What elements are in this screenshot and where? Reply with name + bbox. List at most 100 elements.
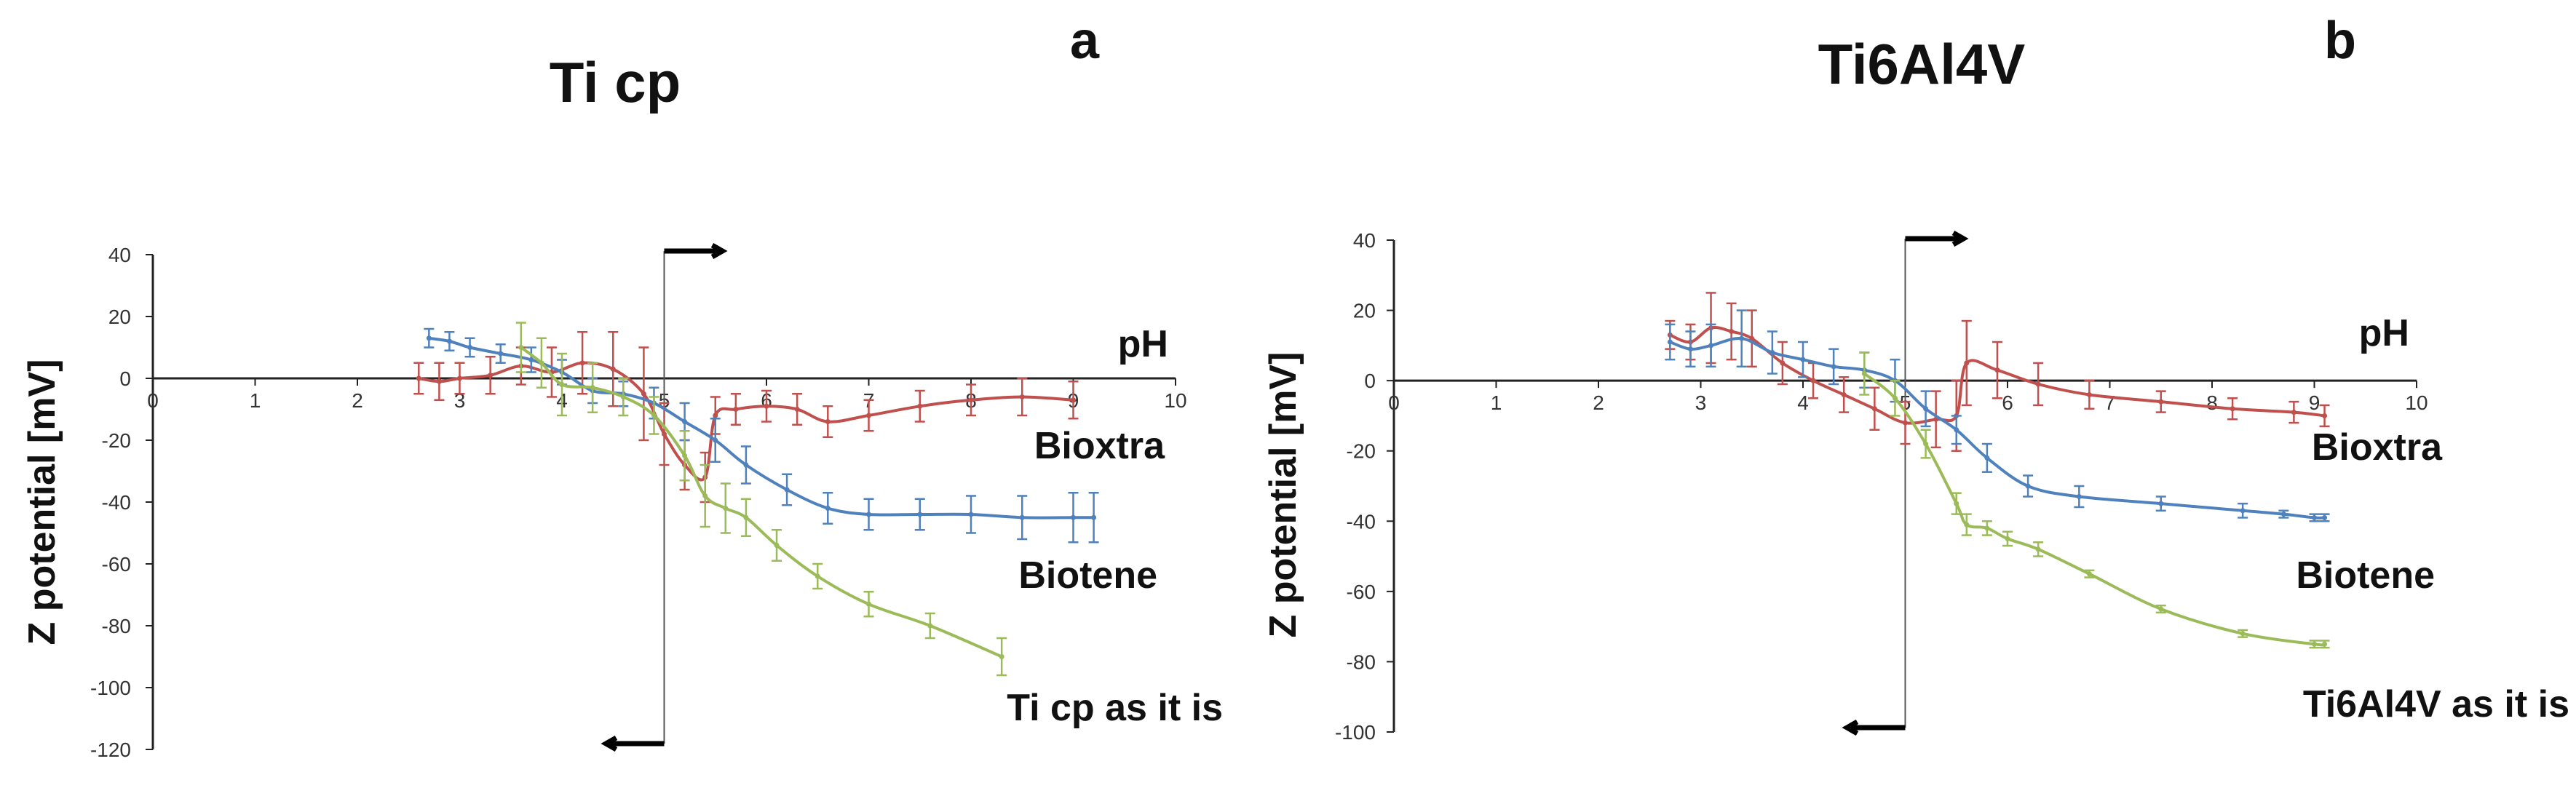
data-point [1831,364,1836,370]
y-tick-label: -40 [1347,510,1376,533]
x-axis-label-a: pH [1118,323,1168,365]
x-tick-label: 1 [1491,391,1502,414]
y-tick-label: -40 [102,491,131,514]
data-point [2158,606,2164,612]
data-point [416,375,421,381]
data-point [498,351,504,357]
data-point [1769,350,1775,356]
x-tick-label: 7 [2104,391,2116,414]
series-line [418,361,1074,482]
data-point [1739,335,1745,341]
data-point [518,345,524,350]
x-tick-label: 3 [1695,391,1707,414]
data-point [866,413,871,418]
data-point [579,360,585,366]
data-point [446,338,452,344]
data-point [1810,378,1816,383]
data-point [1708,343,1714,349]
data-point [2312,641,2317,647]
series-label-biotene-b: Biotene [2296,554,2435,597]
data-point [1780,360,1786,366]
data-point [1667,339,1673,345]
data-point [825,506,831,511]
data-point [968,512,974,517]
data-point [968,397,974,403]
series-label-bioxtra-a: Bioxtra [1034,425,1165,467]
data-point [1071,397,1076,403]
data-point [1994,367,2000,373]
data-point [620,394,626,399]
data-point [2280,512,2286,517]
data-point [2076,493,2082,499]
data-point [2035,381,2041,387]
data-point [1892,395,1898,401]
data-point [713,413,718,418]
data-point [927,623,933,629]
y-tick-label: -20 [102,429,131,452]
y-tick-label: 0 [1364,370,1376,392]
data-point [1954,501,1959,506]
left-arrow [601,735,665,752]
data-point [2035,546,2041,552]
series-a [413,322,1099,677]
data-point [1903,420,1908,426]
series-label-bioxtra-b: Bioxtra [2312,426,2443,469]
data-point [702,493,708,498]
series-label-asis-b: Ti6Al4V as it is [2303,683,2569,725]
y-tick-label: 20 [108,306,131,328]
data-point [2312,514,2317,520]
data-point [436,378,442,384]
data-point [723,506,729,511]
left-arrow [1842,719,1906,736]
panel-letter-b: b [2324,12,2356,70]
data-point [774,543,780,548]
data-point [1800,357,1806,362]
data-point [539,360,544,366]
data-point [559,382,565,387]
data-point [794,407,800,412]
x-tick-label: 0 [1388,391,1400,414]
y-tick-label: 20 [1353,300,1376,322]
data-point [651,413,657,418]
data-point [1984,525,1990,531]
data-point [1923,441,1929,447]
data-point [784,487,790,493]
y-tick-label: -60 [1347,581,1376,603]
x-tick-label: 10 [1164,389,1186,412]
data-point [743,514,749,520]
panel-letter-a: a [1070,12,1100,70]
data-point [457,375,462,381]
y-tick-label: -100 [1335,721,1376,744]
data-point [917,403,923,409]
y-tick-label: -60 [102,553,131,576]
data-point [743,462,749,468]
data-point [1861,370,1867,376]
data-point [682,419,688,424]
data-point [1964,360,1970,366]
series-ti6al4v-as-it-is [1859,351,2330,649]
data-point [764,403,769,409]
x-axis-label-b: pH [2359,312,2409,354]
x-tick-label: 0 [147,389,159,412]
data-point [2322,413,2328,418]
series-label-biotene-a: Biotene [1018,554,1157,597]
arrows-a [601,242,728,752]
data-point [1091,514,1097,520]
y-tick-label: -20 [1347,440,1376,463]
data-point [825,419,831,424]
data-point [1984,455,1990,461]
data-point [610,366,616,372]
y-axis-label-a: Z potential [mV] [21,359,63,645]
data-point [1749,335,1755,341]
data-point [1071,514,1076,520]
data-point [2322,641,2328,647]
y-tick-label: -100 [90,677,131,699]
x-tick-label: 6 [2002,391,2013,414]
chart-title-a: Ti cp [550,50,681,114]
x-tick-label: 3 [454,389,466,412]
data-point [2158,399,2164,405]
x-tick-label: 2 [1593,391,1604,414]
